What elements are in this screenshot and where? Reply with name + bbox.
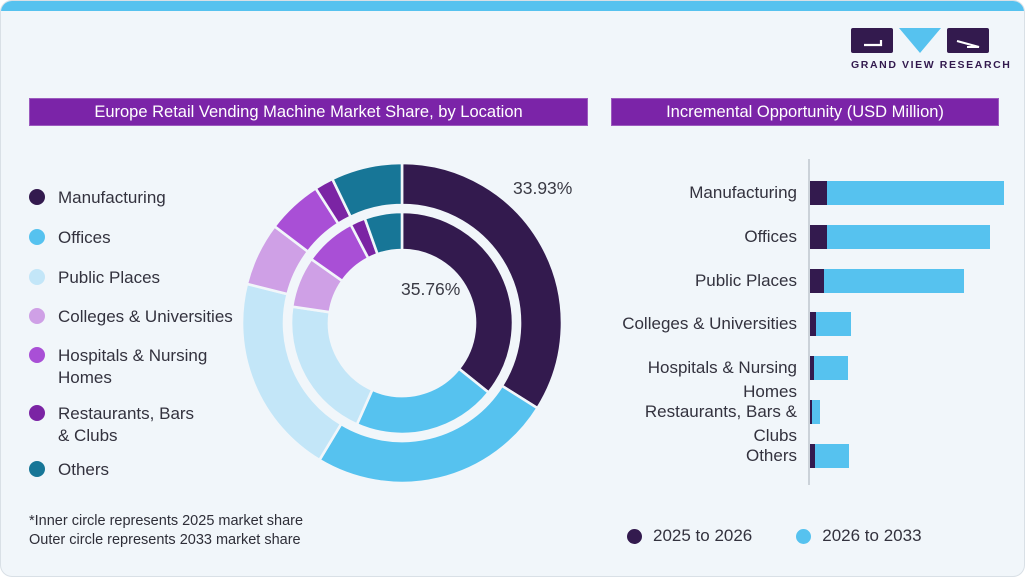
donut-segment-outer-manufacturing [400,161,564,410]
gvr-logo: GRAND VIEW RESEARCH [851,27,1012,71]
bar-chart-title: Incremental Opportunity (USD Million) [611,98,999,126]
gvr-logo-mark [851,27,996,53]
bar-segment-restaurants-bars-clubs-2025-to-2026 [810,400,812,424]
donut-legend-label: Public Places [58,268,161,287]
donut-legend-label: Hospitals & Nursing Homes [58,346,208,387]
gvr-logo-v-triangle [899,27,941,53]
gvr-logo-text: GRAND VIEW RESEARCH [851,59,1012,71]
donut-footnote-line1: *Inner circle represents 2025 market sha… [29,513,304,529]
donut-segment-inner-others [363,210,404,256]
donut-legend-item-restaurants-bars-clubs: Restaurants, Bars & Clubs [29,403,194,447]
bar-segment-manufacturing-2025-to-2026 [810,181,827,205]
legend-dot-2025-to-2026 [627,528,642,544]
donut-legend-dot [29,347,45,363]
gvr-logo-g-glyph [864,39,883,46]
donut-legend-item-others: Others [29,459,109,481]
bar-segment-offices-2025-to-2026 [810,224,827,249]
legend-item-2026-to-2033: 2026 to 2033 [796,526,922,546]
donut-legend-dot [29,308,45,324]
bar-track-others [810,443,849,468]
donut-legend-label: Manufacturing [58,188,166,207]
bar-label-manufacturing: Manufacturing [689,183,797,202]
gvr-logo-r-glyph [956,39,980,48]
bar-label-hospitals-nursing-homes: Hospitals & Nursing Homes [647,358,797,402]
donut-legend-dot [29,405,45,421]
bar-segment-others-2025-to-2026 [810,443,815,468]
donut-legend-label: Restaurants, Bars & Clubs [58,404,195,445]
donut-segment-outer-others [330,161,404,219]
donut-legend-label: Offices [58,228,111,247]
top-accent-strip [1,1,1024,11]
donut-legend-item-hospitals-nursing-homes: Hospitals & Nursing Homes [29,345,207,389]
bar-track-manufacturing [810,181,1004,205]
bar-track-hospitals-nursing-homes [810,356,848,381]
donut-legend-label: Others [58,460,110,479]
legend-item-2025-to-2026: 2025 to 2026 [627,526,752,546]
bar-segment-others-2026-to-2033 [815,443,849,468]
gvr-logo-g-block [851,27,893,53]
donut-footnote: *Inner circle represents 2025 market sha… [29,512,303,550]
donut-legend-item-colleges-universities: Colleges & Universities [29,306,233,328]
donut-legend-dot [29,189,45,205]
bar-chart-legend: 2025 to 2026 2026 to 2033 [627,526,922,546]
donut-segment-inner-manufacturing [400,210,515,395]
bar-label-restaurants-bars-clubs: Restaurants, Bars & Clubs [644,402,797,445]
bar-label-others: Others [745,445,797,465]
donut-legend-item-manufacturing: Manufacturing [29,187,166,209]
bar-track-offices [810,224,990,249]
donut-inner-data-label: 35.76% [401,279,461,299]
donut-legend-item-public-places: Public Places [29,267,160,289]
bar-segment-colleges-universities-2026-to-2033 [816,312,851,337]
legend-dot-2026-to-2033 [796,528,812,544]
bar-segment-hospitals-nursing-homes-2025-to-2026 [810,356,814,381]
bar-segment-hospitals-nursing-homes-2026-to-2033 [814,356,848,381]
donut-legend-label: Colleges & Universities [58,307,233,326]
donut-legend-dot [29,269,45,285]
donut-chart-title: Europe Retail Vending Machine Market Sha… [29,98,588,126]
bar-label-colleges-universities: Colleges & Universities [622,314,797,334]
bar-segment-colleges-universities-2025-to-2026 [810,312,816,337]
legend-label-2025-to-2026: 2025 to 2026 [653,526,753,545]
bar-track-colleges-universities [810,312,851,337]
legend-label-2026-to-2033: 2026 to 2033 [822,526,922,545]
donut-legend-dot [29,229,45,245]
bar-chart-axis-line [808,159,810,485]
donut-footnote-line2: Outer circle represents 2033 market shar… [29,532,301,548]
donut-chart [240,161,564,485]
bar-track-public-places [810,268,964,293]
donut-outer-data-label: 33.93% [513,178,573,198]
bar-segment-public-places-2026-to-2033 [824,268,964,293]
bar-segment-restaurants-bars-clubs-2026-to-2033 [811,400,820,424]
bar-label-offices: Offices [744,226,797,246]
bar-label-public-places: Public Places [694,270,797,290]
bar-segment-manufacturing-2026-to-2033 [827,181,1004,205]
bar-track-restaurants-bars-clubs [810,400,820,424]
gvr-logo-r-block [947,27,989,53]
bar-segment-offices-2026-to-2033 [827,224,990,249]
donut-legend-dot [29,461,45,477]
donut-legend-item-offices: Offices [29,227,111,249]
bar-segment-public-places-2025-to-2026 [810,268,824,293]
